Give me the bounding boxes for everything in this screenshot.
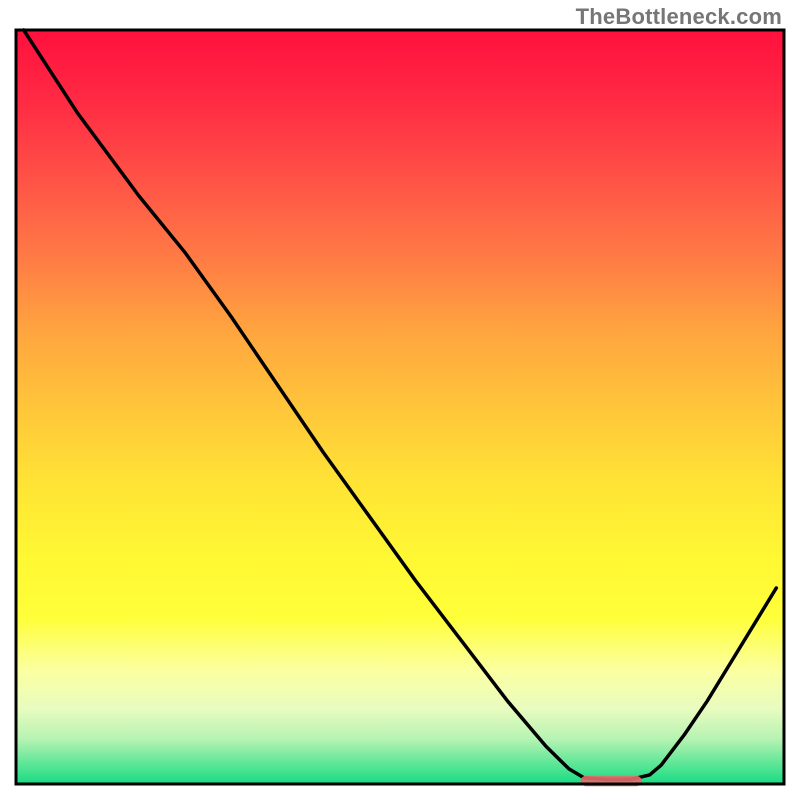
bottleneck-chart bbox=[0, 0, 800, 800]
watermark-text: TheBottleneck.com bbox=[576, 4, 782, 30]
chart-container: TheBottleneck.com bbox=[0, 0, 800, 800]
